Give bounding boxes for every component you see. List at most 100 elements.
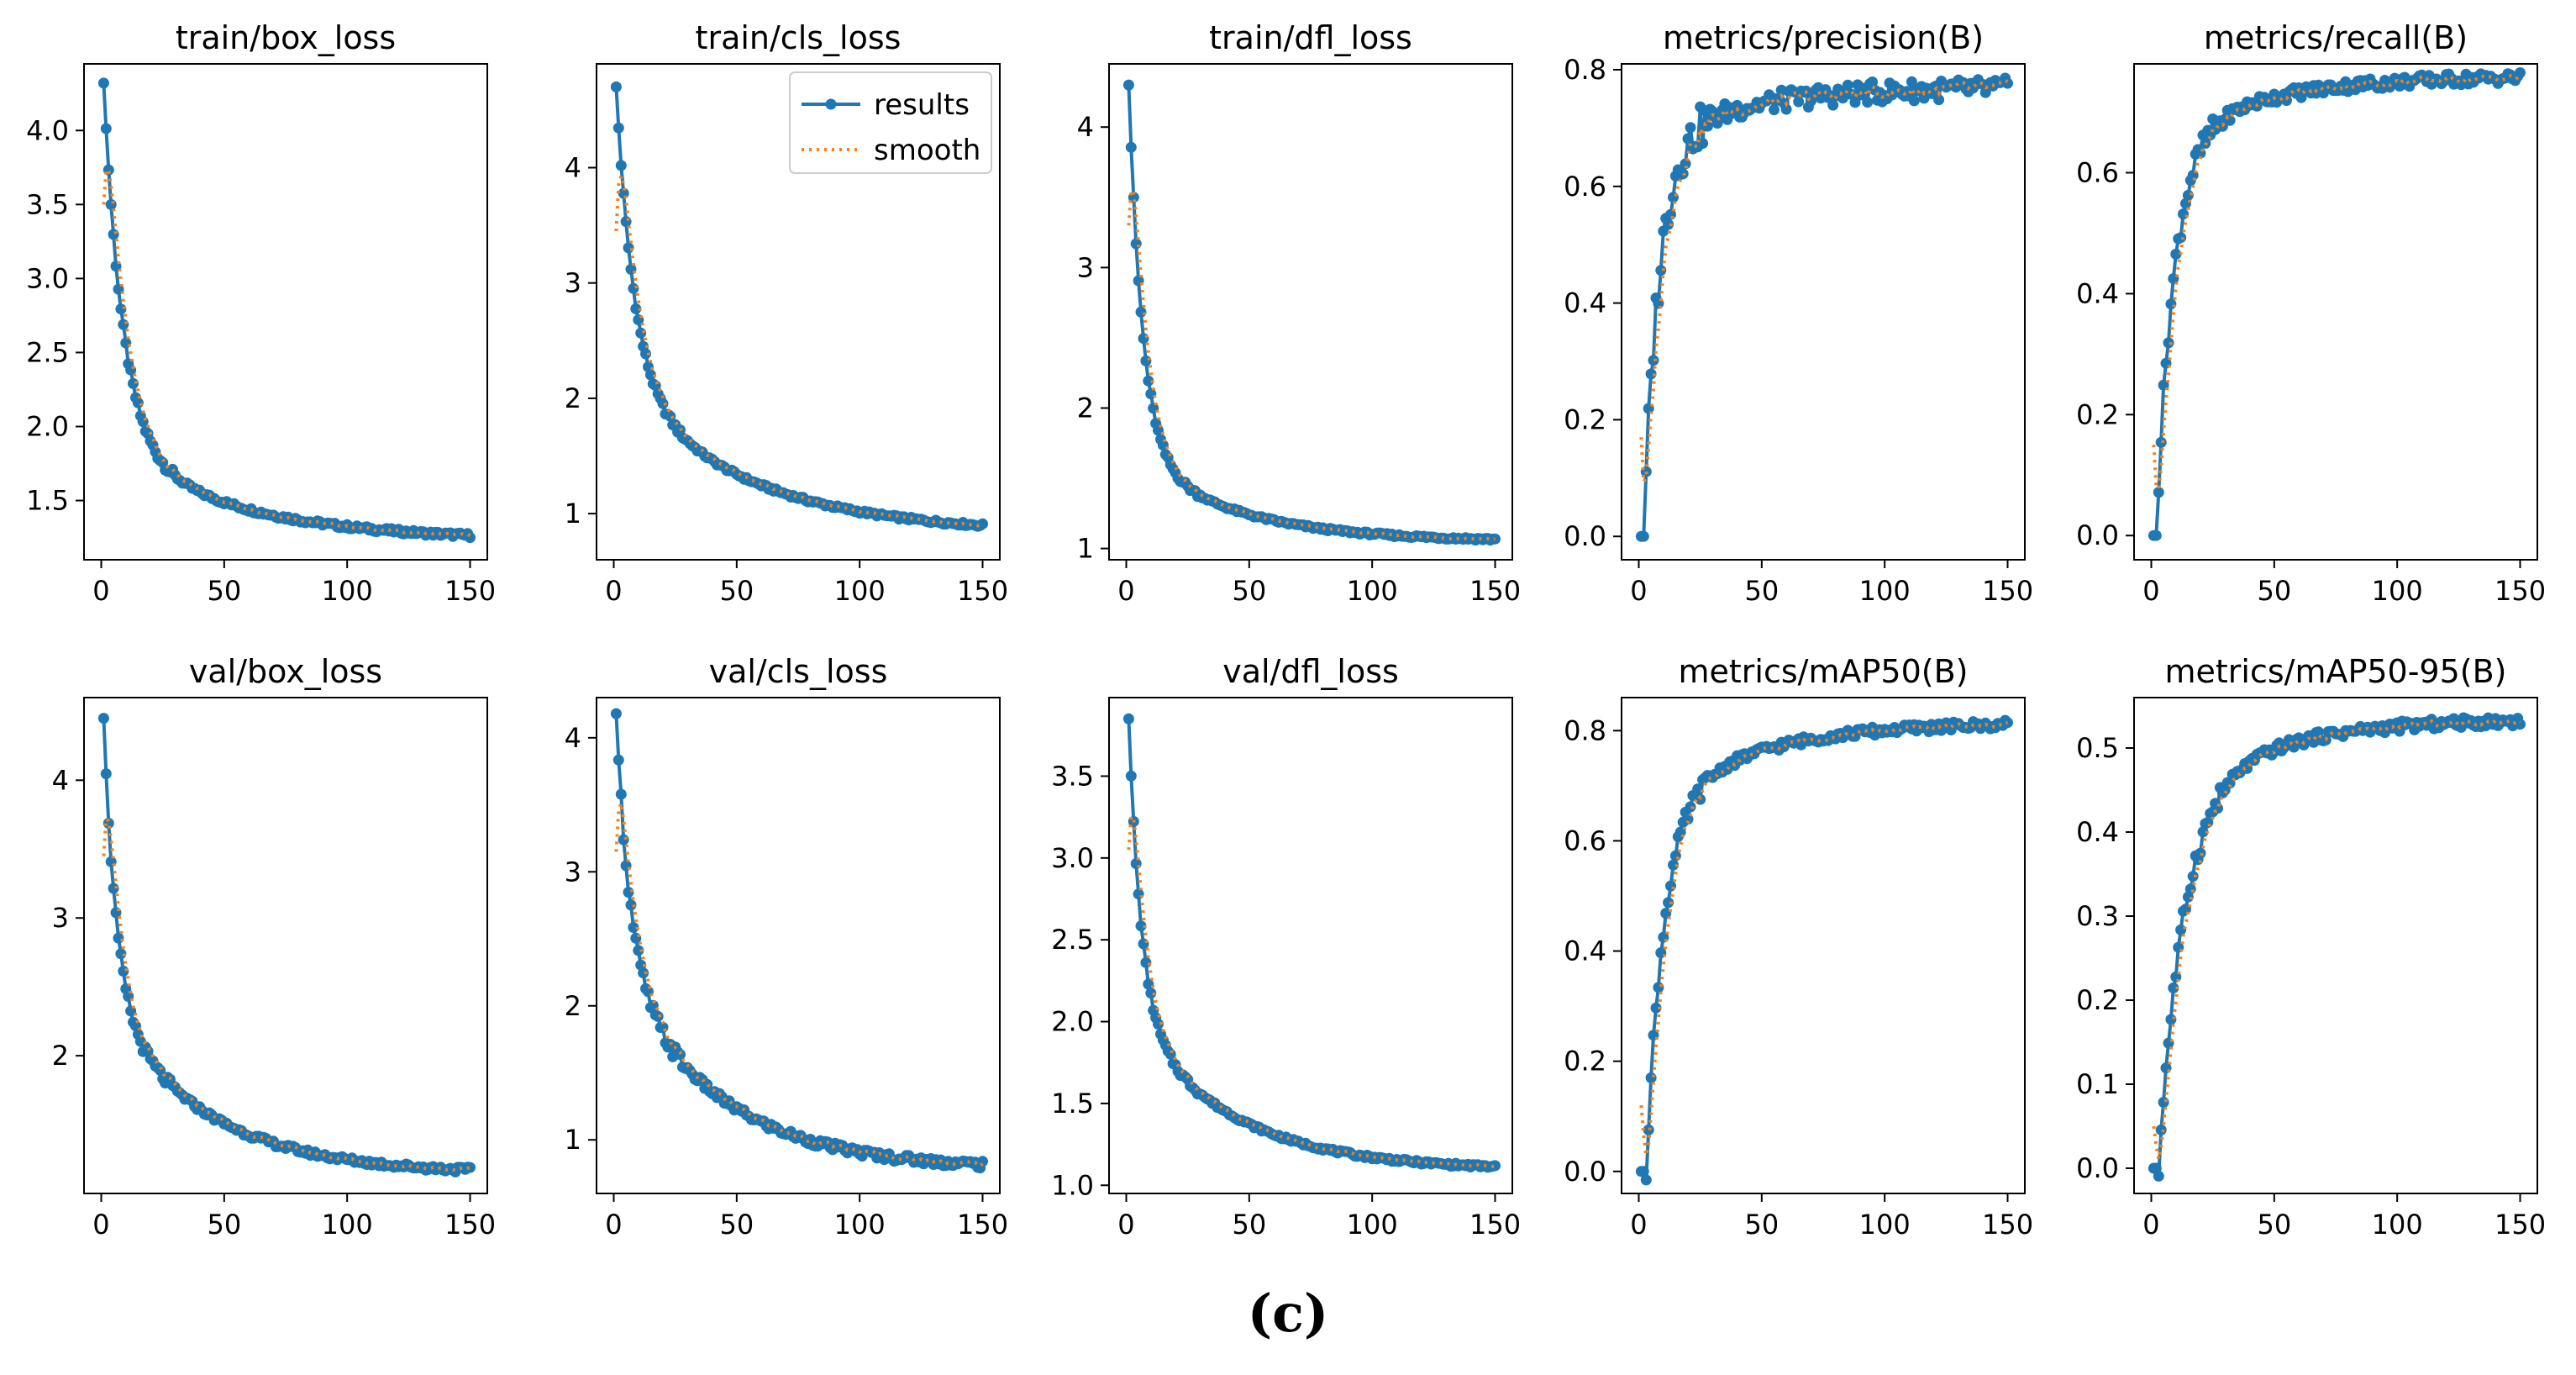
y-tick-label: 0.0 bbox=[2076, 1152, 2119, 1184]
results-point bbox=[2163, 1037, 2174, 1049]
y-tick-label: 3 bbox=[52, 902, 69, 934]
plot-frame bbox=[1108, 63, 1513, 561]
results-point bbox=[2165, 1014, 2177, 1025]
subplot-title: val/dfl_loss bbox=[1222, 653, 1399, 690]
subplot-title: train/box_loss bbox=[176, 19, 396, 56]
x-tick-label: 150 bbox=[1982, 575, 2033, 607]
x-tick-label: 0 bbox=[605, 1209, 622, 1241]
plot-data bbox=[610, 81, 988, 532]
y-tick-label: 0.3 bbox=[2076, 900, 2119, 932]
y-tick-label: 0.0 bbox=[1564, 520, 1606, 552]
plot-data bbox=[1635, 72, 2013, 542]
results-point bbox=[2281, 95, 2292, 106]
x-tick-label: 50 bbox=[207, 1209, 241, 1241]
results-point bbox=[2224, 777, 2236, 789]
results-point bbox=[1685, 801, 1696, 813]
results-point bbox=[1793, 96, 1805, 108]
results-point bbox=[1153, 1019, 1164, 1030]
results-point bbox=[2515, 67, 2526, 78]
y-tick-label: 1.0 bbox=[1051, 1169, 1094, 1201]
results-point bbox=[1640, 1174, 1652, 1186]
results-point bbox=[2153, 487, 2164, 498]
subplot-metrics-recall-b-: metrics/recall(B) 0 50 100 150 0.0 0.2 0.4 0.6 bbox=[2076, 19, 2546, 607]
results-point bbox=[2158, 1097, 2169, 1108]
x-tick-label: 100 bbox=[834, 1209, 886, 1241]
plot-frame bbox=[596, 63, 1001, 561]
results-point bbox=[1933, 94, 1945, 106]
x-tick-label: 100 bbox=[322, 1209, 373, 1241]
results-point bbox=[612, 122, 624, 134]
results-point bbox=[652, 1010, 664, 1022]
subplot-title: train/dfl_loss bbox=[1209, 19, 1412, 56]
results-point bbox=[105, 198, 117, 210]
y-tick-label: 0.6 bbox=[2076, 157, 2119, 189]
results-point bbox=[640, 348, 651, 360]
subplot-train-cls-loss: train/cls_loss 0 50 100 150 1 2 3 4 results smooth bbox=[565, 19, 1008, 607]
y-tick-label: 0.0 bbox=[1564, 1156, 1606, 1188]
plot-frame bbox=[83, 697, 488, 1194]
results-point bbox=[657, 398, 669, 409]
x-tick-label: 50 bbox=[1744, 575, 1779, 607]
results-point bbox=[100, 768, 112, 780]
x-tick-label: 150 bbox=[1982, 1209, 2033, 1241]
results-point bbox=[2153, 1170, 2164, 1182]
x-tick-label: 100 bbox=[2372, 575, 2423, 607]
results-line bbox=[102, 718, 471, 1174]
x-tick-label: 150 bbox=[957, 1209, 1008, 1241]
plot-data bbox=[1635, 714, 2013, 1186]
results-point bbox=[1135, 920, 1147, 932]
y-tick-label: 0.5 bbox=[2076, 732, 2119, 764]
smooth-line bbox=[1127, 186, 1496, 541]
results-point bbox=[97, 77, 109, 89]
plot-data bbox=[2148, 67, 2526, 541]
subplot-title: metrics/mAP50(B) bbox=[1679, 653, 1969, 690]
subplot-val-dfl-loss: val/dfl_loss 0 50 100 150 1.0 1.5 2.0 2.5 3.0 3.5 bbox=[1051, 653, 1521, 1241]
results-point bbox=[97, 713, 109, 724]
y-tick-label: 1.5 bbox=[1051, 1088, 1094, 1119]
results-point bbox=[1143, 375, 1154, 387]
subplot-train-dfl-loss: train/dfl_loss 0 50 100 150 1 2 3 4 bbox=[1077, 19, 1521, 607]
x-tick-label: 0 bbox=[2142, 575, 2159, 607]
y-tick-label: 3.0 bbox=[1051, 842, 1094, 874]
results-point bbox=[1697, 138, 1709, 149]
y-tick-label: 0.4 bbox=[1564, 287, 1606, 319]
results-point bbox=[1490, 1160, 1501, 1172]
x-tick-label: 100 bbox=[2372, 1209, 2423, 1241]
y-tick-label: 2 bbox=[565, 382, 581, 414]
results-point bbox=[100, 123, 112, 134]
results-point bbox=[615, 160, 627, 171]
results-point bbox=[2150, 529, 2162, 541]
results-point bbox=[1650, 1002, 1662, 1014]
results-point bbox=[1140, 956, 1152, 968]
results-point bbox=[610, 708, 622, 719]
y-tick-label: 0.4 bbox=[2076, 816, 2119, 848]
results-point bbox=[1842, 79, 1853, 91]
results-point bbox=[2155, 1124, 2167, 1135]
plot-frame bbox=[2133, 697, 2538, 1194]
subplot-val-cls-loss: val/cls_loss 0 50 100 150 1 2 3 4 bbox=[565, 653, 1008, 1241]
y-tick-label: 0.2 bbox=[2076, 398, 2119, 430]
x-tick-label: 100 bbox=[1859, 575, 1911, 607]
results-point bbox=[1769, 104, 1780, 116]
results-point bbox=[1668, 192, 1679, 203]
y-tick-label: 0.2 bbox=[1564, 403, 1606, 435]
results-point bbox=[1682, 814, 1694, 825]
y-tick-label: 0.0 bbox=[2076, 519, 2119, 551]
results-point bbox=[623, 242, 634, 254]
results-point bbox=[1138, 938, 1149, 950]
x-tick-label: 50 bbox=[2257, 1209, 2291, 1241]
results-point bbox=[115, 948, 127, 960]
y-tick-label: 0.6 bbox=[1564, 824, 1606, 856]
plot-data bbox=[97, 77, 476, 544]
plot-frame bbox=[2133, 63, 2538, 561]
results-point bbox=[1653, 982, 1664, 993]
y-tick-label: 2 bbox=[1077, 392, 1094, 424]
x-tick-label: 0 bbox=[1117, 575, 1134, 607]
results-point bbox=[628, 282, 639, 294]
results-point bbox=[1685, 122, 1696, 134]
smooth-line bbox=[614, 802, 984, 1168]
x-tick-label: 100 bbox=[1347, 575, 1398, 607]
x-tick-label: 50 bbox=[2257, 575, 2291, 607]
smooth-line bbox=[1639, 78, 2009, 488]
y-tick-label: 4 bbox=[565, 151, 581, 183]
